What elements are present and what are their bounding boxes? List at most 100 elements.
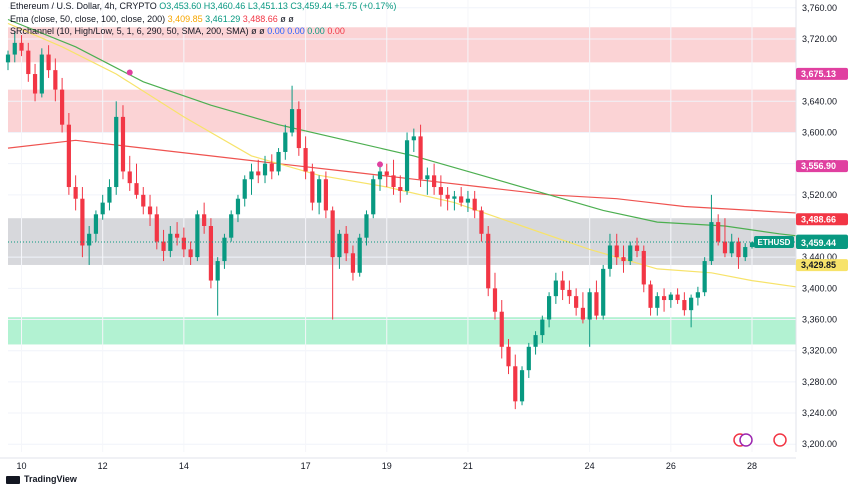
legend-srchannel[interactable]: SRchannel (10, High/Low, 5, 1, 6, 290, 5… xyxy=(10,26,345,36)
y-tick-label: 3,320.00 xyxy=(802,346,837,356)
candle-body xyxy=(66,124,71,188)
candle xyxy=(418,124,423,188)
candle xyxy=(73,175,78,211)
y-tick-label: 3,720.00 xyxy=(802,34,837,44)
candle xyxy=(702,257,707,297)
price-label-bg xyxy=(796,213,848,226)
candle xyxy=(716,214,721,246)
candle xyxy=(364,210,369,246)
candle-body xyxy=(682,300,687,311)
candle xyxy=(371,175,376,219)
candle-body xyxy=(661,296,667,301)
legend-sr-val-1: ø xyxy=(259,26,265,36)
y-tick-label: 3,640.00 xyxy=(802,96,837,106)
candle-body xyxy=(709,222,714,262)
event-icon xyxy=(773,433,787,447)
candle-body xyxy=(80,198,85,246)
candle-body xyxy=(5,54,11,63)
candle-body xyxy=(432,175,437,188)
candle-body xyxy=(689,297,694,311)
legend-ema-tail: ø ø xyxy=(280,14,294,24)
candle xyxy=(682,292,687,316)
candle-body xyxy=(675,294,680,301)
legend-ema[interactable]: Ema (close, 50, close, 100, close, 200) … xyxy=(10,14,294,24)
candle xyxy=(445,187,450,211)
candle-body xyxy=(648,284,653,308)
candle-body xyxy=(438,187,443,195)
candle xyxy=(181,227,186,258)
candle-body xyxy=(202,214,207,226)
legend-symbol[interactable]: Ethereum / U.S. Dollar, 4h, CRYPTO O3,45… xyxy=(10,1,396,11)
candle-body xyxy=(722,241,728,254)
candle xyxy=(398,175,403,203)
candle xyxy=(668,292,673,308)
candle-body xyxy=(269,163,274,172)
candle-body xyxy=(736,241,741,258)
candle-body xyxy=(553,280,558,297)
y-tick-label: 3,440.00 xyxy=(802,252,837,262)
candle xyxy=(87,226,92,265)
legend-sr-name: SRchannel (10, High/Low, 5, 1, 6, 290, 5… xyxy=(10,26,249,36)
candle-body xyxy=(147,206,153,215)
candle-body xyxy=(134,183,139,195)
candle-body xyxy=(242,179,247,199)
candle-body xyxy=(641,250,646,285)
x-tick-label: 21 xyxy=(463,461,473,471)
ema-50-line xyxy=(7,22,852,293)
candle xyxy=(93,210,99,242)
candle xyxy=(452,190,457,211)
time-axis[interactable]: 101214171921242628Jul3 xyxy=(0,433,852,471)
candle xyxy=(506,339,511,375)
candle xyxy=(174,222,180,246)
tradingview-logo[interactable]: TradingView xyxy=(6,474,77,484)
y-tick-label: 3,240.00 xyxy=(802,408,837,418)
candle-body xyxy=(53,70,58,90)
candle-body xyxy=(513,366,518,402)
candle xyxy=(120,105,126,180)
legend-sr-val-2: 0.00 xyxy=(267,26,285,36)
candle xyxy=(141,187,146,215)
candle xyxy=(134,163,139,199)
candle xyxy=(303,136,308,180)
candle-body xyxy=(465,198,471,203)
candle-body xyxy=(628,245,633,262)
candle-body xyxy=(344,233,349,254)
price-label-bg xyxy=(796,237,848,250)
candle-body xyxy=(404,140,410,191)
candle xyxy=(540,315,545,343)
candle xyxy=(222,233,227,269)
y-tick-label: 3,360.00 xyxy=(802,315,837,325)
candle-body xyxy=(425,175,430,180)
event-icons xyxy=(733,433,787,447)
candle xyxy=(709,194,714,265)
candle xyxy=(533,331,538,355)
symbol-tag-text: ETHUSD xyxy=(758,238,791,247)
candle-body xyxy=(384,171,389,176)
x-tick-label: 14 xyxy=(179,461,189,471)
candle-body xyxy=(655,296,660,308)
candle xyxy=(269,154,274,180)
chart-markers xyxy=(8,69,796,243)
candle xyxy=(19,35,24,57)
candle xyxy=(384,163,389,188)
candle-body xyxy=(289,109,295,133)
candle xyxy=(634,237,640,258)
candle-body xyxy=(574,296,579,308)
candle-body xyxy=(310,171,315,203)
candle xyxy=(100,194,105,220)
zone-resistance-0 xyxy=(8,27,796,63)
candle-body xyxy=(337,233,342,258)
legend-ema-200: 3,488.66 xyxy=(242,14,278,24)
tradingview-logo-text: TradingView xyxy=(24,474,77,484)
candle xyxy=(438,175,443,207)
candle-body xyxy=(601,268,606,316)
candle xyxy=(546,292,552,328)
price-label-bg xyxy=(796,160,848,173)
price-label: 3,488.66 xyxy=(796,213,848,226)
candle xyxy=(283,124,288,160)
candle-body xyxy=(459,196,464,203)
candle-body xyxy=(418,136,423,180)
candle xyxy=(12,31,17,63)
candle xyxy=(722,218,728,258)
